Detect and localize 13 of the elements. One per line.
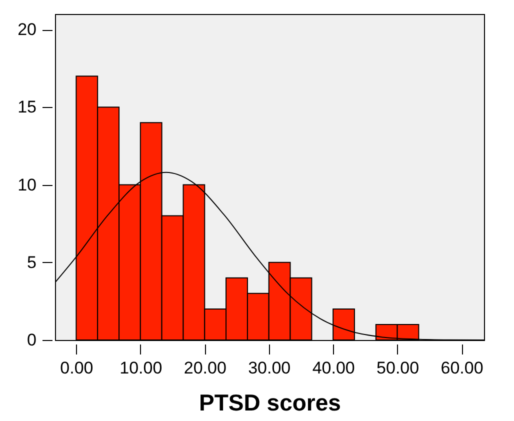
y-tick-label: 0 [27,330,36,350]
x-tick-label: 50.00 [376,358,420,378]
x-tick-label: 60.00 [440,358,484,378]
x-tick-label: 40.00 [312,358,355,378]
y-tick-label: 5 [27,252,36,272]
y-tick-label: 10 [18,175,36,194]
x-tick-label: 10.00 [120,358,162,378]
x-tick-label: 0.00 [60,358,94,378]
x-tick-label: 30.00 [248,358,291,378]
x-axis-title: PTSD scores [199,390,341,416]
y-tick-label: 20 [18,20,36,40]
x-tick-label: 20.00 [184,358,226,378]
y-tick-label: 15 [18,98,36,117]
